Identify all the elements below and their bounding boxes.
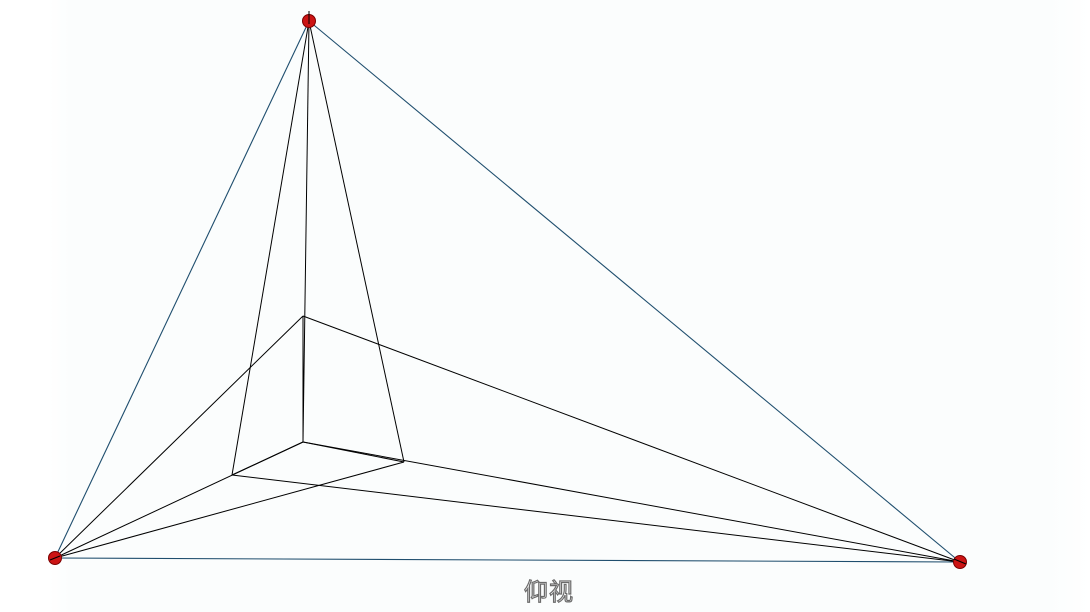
box-bottom-right-edge xyxy=(302,441,405,463)
frame-line-bottom xyxy=(54,557,961,563)
right-vp-line-2 xyxy=(231,474,961,563)
box-bottom-left-edge xyxy=(231,441,304,476)
right-vp-line-1 xyxy=(302,315,961,563)
box-edges xyxy=(231,316,405,476)
vertical-edge-left xyxy=(231,20,310,476)
diagram-caption: 仰视 xyxy=(523,577,574,606)
vanishing-point-top xyxy=(302,11,316,28)
vertical-edge-right xyxy=(308,20,405,463)
vanishing-points xyxy=(48,11,967,569)
frame-line-top-right xyxy=(308,20,961,563)
right-vp-lines xyxy=(231,315,961,563)
vertical-edge-near xyxy=(302,20,310,443)
left-vp-line-3 xyxy=(54,461,405,559)
left-vp-line-1 xyxy=(54,315,304,559)
vanishing-point-right xyxy=(953,555,967,569)
right-vp-line-3 xyxy=(302,441,961,563)
left-vp-lines xyxy=(54,315,405,559)
frame-line-top-left xyxy=(54,20,310,559)
top-vp-lines xyxy=(231,20,405,476)
vanishing-point-left xyxy=(48,551,62,565)
horizon-triangle xyxy=(54,20,961,563)
